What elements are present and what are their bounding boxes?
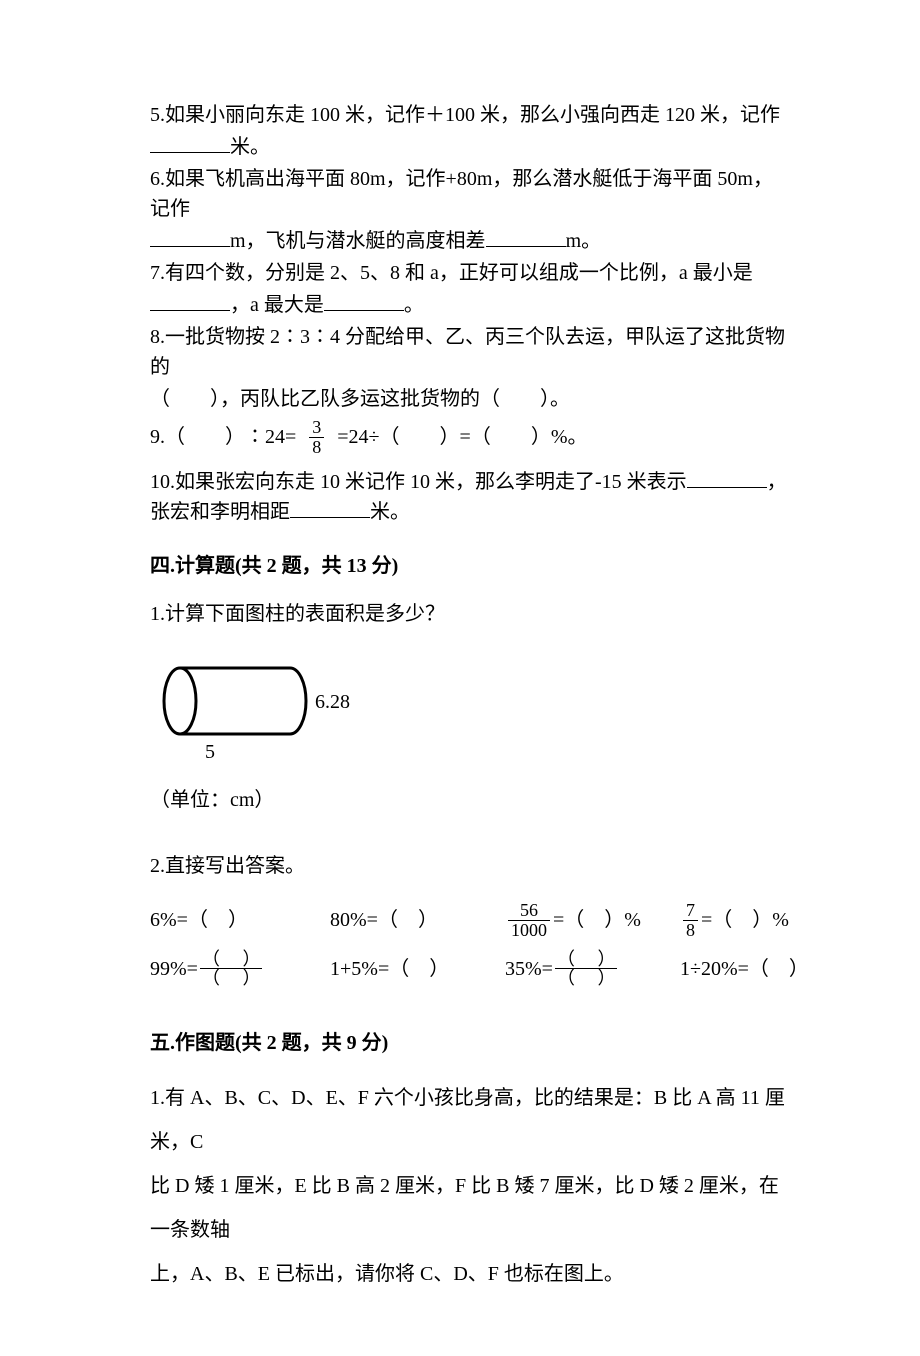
q9-text-a: 9.（ ）∶24= [150,422,296,452]
denominator: 1000 [508,920,550,940]
q9-text-b: =24÷（ ）=（ ）%。 [337,422,587,452]
blank[interactable] [687,468,767,488]
question-8-line2: （ ），丙队比乙队多运这批货物的（ ）。 [150,384,790,414]
q8-text-b: （ ），丙队比乙队多运这批货物的（ ）。 [150,388,570,410]
cell-7-8: 7 8 =（ ）% [680,901,830,940]
question-7-line2: ，a 最大是 。 [150,290,790,320]
numerator: 56 [508,901,550,920]
calc-table: 6%=（ ） 80%=（ ） 56 1000 =（ ）% 7 8 =（ ）% 9… [150,901,790,989]
denominator: 8 [683,920,698,940]
blank[interactable] [150,133,230,153]
blank[interactable] [324,291,404,311]
denominator-blank: （ ） [555,968,618,988]
section-4-title: 四.计算题(共 2 题，共 13 分) [150,551,790,581]
blank[interactable] [290,498,370,518]
denominator-blank: （ ） [200,968,263,988]
cell-56-1000: 56 1000 =（ ）% [505,901,680,940]
question-6-line2: m，飞机与潜水艇的高度相差 m。 [150,226,790,256]
fraction-3-8: 3 8 [309,418,324,457]
fraction-blank[interactable]: （ ） （ ） [555,950,618,989]
cell-1plus5pct: 1+5%=（ ） [330,950,505,989]
numerator-blank: （ ） [200,950,263,969]
blank[interactable] [486,227,566,247]
label: 35%= [505,954,553,984]
q10-text-c: 米。 [370,501,410,523]
calc-row-2: 99%= （ ） （ ） 1+5%=（ ） 35%= （ ） （ ） 1÷20%… [150,950,790,989]
q10-text-a: 10.如果张宏向东走 10 米记作 10 米，那么李明走了-15 米表示 [150,471,687,493]
q5-text: 5.如果小丽向东走 100 米，记作＋100 米，那么小强向西走 120 米，记… [150,104,780,126]
cell-80pct: 80%=（ ） [330,901,505,940]
tail: =（ ）% [553,905,641,935]
cell-1div20pct: 1÷20%=（ ） [680,950,830,989]
question-6: 6.如果飞机高出海平面 80m，记作+80m，那么潜水艇低于海平面 50m，记作 [150,164,790,224]
question-9: 9.（ ）∶24= 3 8 =24÷（ ）=（ ）%。 [150,418,790,457]
cell-6pct: 6%=（ ） [150,901,330,940]
question-5-line2: 米。 [150,132,790,162]
q5-tail: 米。 [230,136,270,158]
question-5: 5.如果小丽向东走 100 米，记作＋100 米，那么小强向西走 120 米，记… [150,100,790,130]
q6-text-c: m。 [566,230,602,252]
cell-35pct: 35%= （ ） （ ） [505,950,680,989]
q7-text-b: ，a 最大是 [230,294,324,316]
blank[interactable] [150,291,230,311]
section-5-title: 五.作图题(共 2 题，共 9 分) [150,1028,790,1058]
calc-row-1: 6%=（ ） 80%=（ ） 56 1000 =（ ）% 7 8 =（ ）% [150,901,790,940]
section-4-q1: 1.计算下面图柱的表面积是多少？ [150,599,790,629]
q1-line-a: 1.有 A、B、C、D、E、F 六个小孩比身高，比的结果是：B 比 A 高 11… [150,1076,790,1164]
label: 99%= [150,954,198,984]
tail: =（ ）% [701,905,789,935]
fraction-7-8: 7 8 [683,901,698,940]
section-5-q1: 1.有 A、B、C、D、E、F 六个小孩比身高，比的结果是：B 比 A 高 11… [150,1076,790,1296]
q6-text-a: 6.如果飞机高出海平面 80m，记作+80m，那么潜水艇低于海平面 50m，记作 [150,168,773,220]
cell-99pct: 99%= （ ） （ ） [150,950,330,989]
denominator: 8 [309,437,324,457]
question-8: 8.一批货物按 2∶3∶4 分配给甲、乙、丙三个队去运，甲队运了这批货物的 [150,322,790,382]
question-7: 7.有四个数，分别是 2、5、8 和 a，正好可以组成一个比例，a 最小是 [150,258,790,288]
q7-text-a: 7.有四个数，分别是 2、5、8 和 a，正好可以组成一个比例，a 最小是 [150,262,753,284]
blank[interactable] [150,227,230,247]
q8-text-a: 8.一批货物按 2∶3∶4 分配给甲、乙、丙三个队去运，甲队运了这批货物的 [150,326,785,378]
section-4-q2: 2.直接写出答案。 [150,851,790,881]
q1-line-b: 比 D 矮 1 厘米，E 比 B 高 2 厘米，F 比 B 矮 7 厘米，比 D… [150,1164,790,1252]
q1-line-c: 上，A、B、E 已标出，请你将 C、D、F 也标在图上。 [150,1252,790,1296]
cylinder-figure: 6.28 5 [150,653,790,763]
cylinder-unit: （单位：cm） [150,785,790,815]
numerator: 3 [309,418,324,437]
question-10: 10.如果张宏向东走 10 米记作 10 米，那么李明走了-15 米表示，张宏和… [150,467,790,527]
cylinder-radius-label: 5 [205,741,215,763]
fraction-56-1000: 56 1000 [508,901,550,940]
q7-text-c: 。 [404,294,424,316]
fraction-blank[interactable]: （ ） （ ） [200,950,263,989]
numerator-blank: （ ） [555,950,618,969]
numerator: 7 [683,901,698,920]
q6-text-b: m，飞机与潜水艇的高度相差 [230,230,486,252]
cylinder-height-label: 6.28 [315,691,350,713]
